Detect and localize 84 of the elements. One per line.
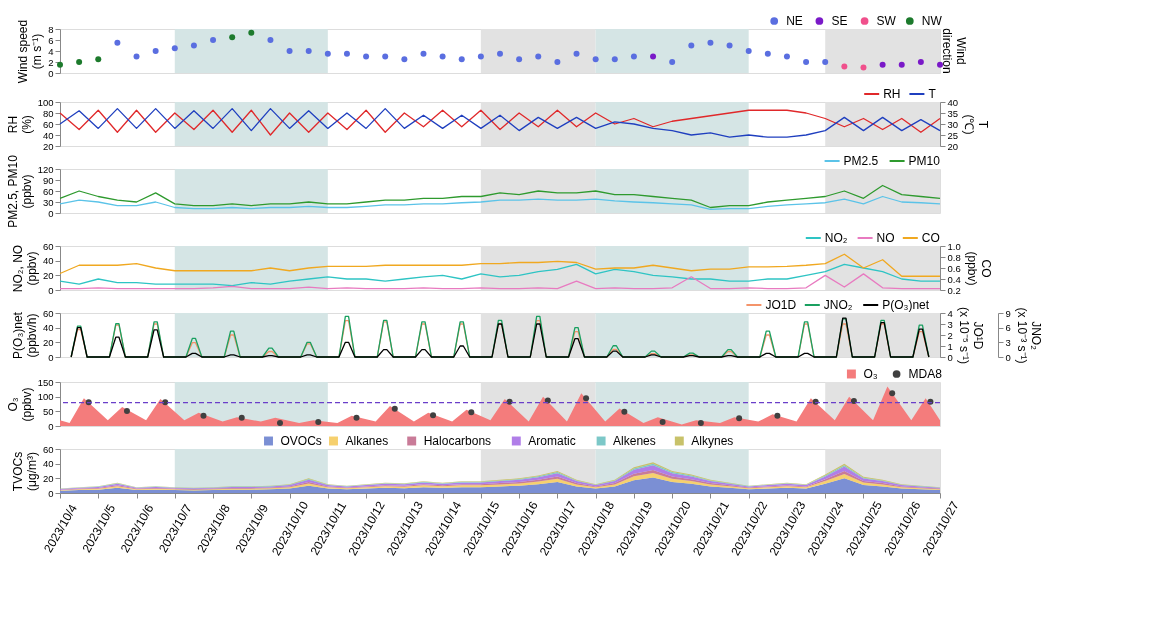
y3-axis-title: JNO₂ (x 10⁻³ s⁻¹) [1014,307,1043,364]
legend-label: P(O₃)net [882,298,930,312]
y-tick-label: 80 [42,107,54,119]
y-tick-label: 2 [48,56,54,68]
y2-tick-label: 1 [947,340,953,352]
y-tick-label: 40 [42,322,54,334]
y-tick-label: 6 [48,34,54,46]
y-tick-label: 100 [37,96,54,108]
y-tick-label: 40 [42,129,54,141]
legend-label: RH [883,87,901,101]
y2-tick-label: 4 [947,307,953,319]
y2-tick-label: 0.6 [947,262,961,274]
y-tick-label: 20 [42,472,54,484]
y-tick-label: 0 [48,487,54,499]
y3-tick-label: 0 [1005,351,1011,363]
y2-tick-label: 30 [947,118,959,130]
legend-label: O₃ [863,367,878,381]
y-tick-label: 60 [42,185,54,197]
y2-tick-label: 20 [947,140,959,152]
legend-label: Alkenes [613,434,656,448]
y-tick-label: 0 [48,351,54,363]
y2-tick-label: 0.4 [947,273,961,285]
y-axis-title: TVOCs (μg/m³) [10,451,39,492]
y-tick-label: 0 [48,207,54,219]
legend-label: MDA8 [908,367,943,381]
y-tick-label: 0 [48,284,54,296]
y-tick-label: 0 [48,67,54,79]
y2-tick-label: 40 [947,96,959,108]
y2-tick-label: 35 [947,107,959,119]
legend-label: Aromatic [528,434,576,448]
y2-axis-title: JO¹D (x 10⁻⁵ s⁻¹) [956,307,985,364]
y-tick-label: 20 [42,336,54,348]
y-tick-label: 90 [42,174,54,186]
legend-label: CO [921,231,940,245]
legend-label: T [928,87,937,101]
y-axis-title: NO₂, NO (ppbv) [10,244,39,293]
legend-label: NO₂ [824,231,848,245]
y2-tick-label: 1.0 [947,240,961,252]
legend-label: Alkanes [345,434,389,448]
y2-tick-label: 0.8 [947,251,961,263]
y-tick-label: 150 [37,376,54,388]
y-tick-label: 60 [42,307,54,319]
y-axis-title: P(O₃)net (ppbv/h) [10,311,39,359]
legend-label: JNO₂ [823,298,853,312]
y-tick-label: 50 [42,405,54,417]
y-tick-label: 20 [42,269,54,281]
y2-axis-title: T (℃) [962,114,991,135]
y3-tick-label: 6 [1005,322,1011,334]
y-tick-label: 60 [42,118,54,130]
y3-tick-label: 9 [1005,307,1011,319]
legend-label: JO1D [765,298,797,312]
legend-label: Alkynes [691,434,734,448]
legend-label: NE [786,14,803,28]
legend-label: Halocarbons [423,434,492,448]
y-tick-label: 40 [42,458,54,470]
y2-tick-label: 0 [947,351,953,363]
y2-tick-label: 3 [947,318,953,330]
legend-label: NO [876,231,895,245]
y2-axis-title: CO (ppbv) [964,251,993,286]
legend-label: SE [831,14,848,28]
legend-label: NW [921,14,943,28]
y-tick-label: 4 [48,45,54,57]
y2-tick-label: 25 [947,129,959,141]
y-tick-label: 0 [48,420,54,432]
y-tick-label: 60 [42,443,54,455]
y2-tick-label: 2 [947,329,953,341]
y-axis-title: RH (%) [5,115,34,134]
y-axis-title: O₃ (ppbv) [5,387,34,422]
legend-label: PM2.5 [843,154,879,168]
y-axis-title: Wind speed (m s⁻¹) [16,19,45,84]
y-tick-label: 100 [37,391,54,403]
legend-label: SW [876,14,897,28]
y-tick-label: 30 [42,196,54,208]
y-tick-label: 8 [48,23,54,35]
y-tick-label: 20 [42,140,54,152]
legend-label: OVOCs [280,434,322,448]
y-tick-label: 60 [42,240,54,252]
y-axis-title: PM2.5, PM10 (ppbv) [5,154,34,228]
y-tick-label: 120 [37,163,54,175]
y2-axis-title: Wind direction [940,28,968,74]
legend-label: PM10 [908,154,941,168]
y2-tick-label: 0.2 [947,284,961,296]
y-tick-label: 40 [42,255,54,267]
y3-tick-label: 3 [1005,336,1011,348]
